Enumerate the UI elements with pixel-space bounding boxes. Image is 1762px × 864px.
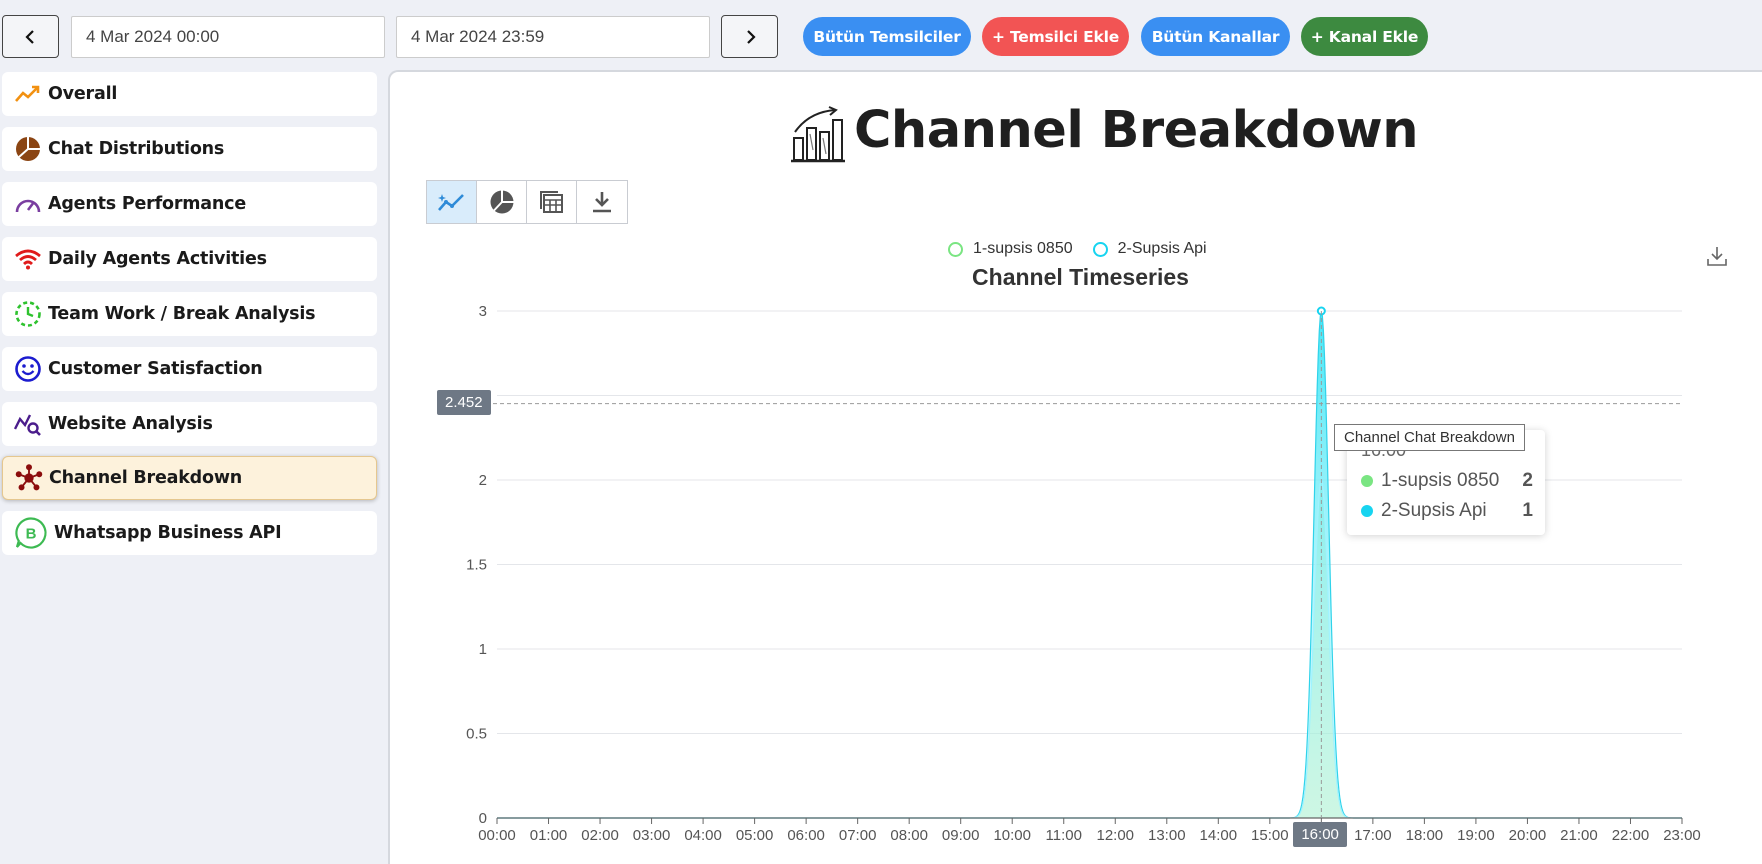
sidebar-item-daily-agents-activities[interactable]: Daily Agents Activities [2, 237, 377, 281]
sidebar-item-team-work-break-analysis[interactable]: Team Work / Break Analysis [2, 292, 377, 336]
sidebar-item-label: Customer Satisfaction [48, 359, 263, 379]
network-icon [15, 464, 43, 492]
line-chart-view-button[interactable] [427, 181, 477, 223]
sidebar-item-label: Agents Performance [48, 194, 247, 214]
whatsapp-business-icon: B [14, 517, 48, 549]
crosshair-y-label: 2.452 [437, 389, 491, 415]
sidebar-item-label: Chat Distributions [48, 139, 225, 159]
sidebar-item-agents-performance[interactable]: Agents Performance [2, 182, 377, 226]
all-agents-button[interactable]: Bütün Temsilciler [803, 17, 971, 56]
tooltip-series-name: 2-Supsis Api [1381, 500, 1487, 521]
sidebar-item-overall[interactable]: Overall [2, 72, 377, 116]
chevron-left-icon [24, 29, 34, 44]
tooltip-row: 2-Supsis Api 1 [1361, 500, 1533, 522]
pie-icon [14, 135, 42, 163]
tooltip-marker [1361, 475, 1373, 487]
add-agent-button[interactable]: + Temsilci Ekle [982, 17, 1129, 56]
crosshair-x-label: 16:00 [1293, 822, 1347, 847]
chart-search-icon [14, 410, 42, 438]
download-icon [593, 192, 611, 213]
legend-label: 1-supsis 0850 [973, 240, 1073, 257]
tooltip-marker [1361, 505, 1373, 517]
sidebar-item-chat-distributions[interactable]: Chat Distributions [2, 127, 377, 171]
sidebar-item-label: Overall [48, 84, 118, 104]
timer-icon [14, 300, 42, 328]
chart-title: Channel Timeseries [972, 264, 1189, 290]
tooltip-series-value: 1 [1522, 500, 1533, 521]
trend-up-icon [14, 80, 42, 108]
bar-chart-sketch-icon [789, 106, 847, 169]
all-channels-button[interactable]: Bütün Kanallar [1141, 17, 1290, 56]
start-date-input[interactable] [71, 16, 385, 58]
speedometer-icon [14, 190, 42, 218]
sidebar-item-label: Daily Agents Activities [48, 249, 267, 269]
wifi-icon [14, 245, 42, 273]
chart-toolbar [426, 180, 628, 224]
chart-download-icon[interactable] [1706, 245, 1728, 272]
tooltip-row: 1-supsis 0850 2 [1361, 470, 1533, 492]
table-view-button[interactable] [527, 181, 577, 223]
sparkle-line-icon [437, 194, 464, 211]
tooltip-series-name: 1-supsis 0850 [1381, 470, 1500, 491]
sidebar-item-channel-breakdown[interactable]: Channel Breakdown [2, 456, 377, 500]
tooltip-title-tag: Channel Chat Breakdown [1334, 424, 1525, 451]
sidebar-item-customer-satisfaction[interactable]: Customer Satisfaction [2, 347, 377, 391]
chart-legend: 1-supsis 0850 2-Supsis Api [948, 240, 1227, 258]
end-date-input[interactable] [396, 16, 710, 58]
next-date-button[interactable] [721, 15, 778, 58]
sidebar-item-website-analysis[interactable]: Website Analysis [2, 402, 377, 446]
sidebar-item-label: Channel Breakdown [49, 468, 243, 488]
pie-chart-icon [490, 190, 513, 214]
tooltip-series-value: 2 [1522, 470, 1533, 491]
legend-label: 2-Supsis Api [1117, 240, 1207, 257]
download-button[interactable] [577, 181, 627, 223]
prev-date-button[interactable] [2, 15, 59, 58]
legend-marker [1092, 241, 1108, 257]
sidebar-item-label: Website Analysis [48, 414, 213, 434]
svg-text:B: B [26, 526, 37, 543]
chevron-right-icon [746, 29, 756, 44]
table-icon [539, 191, 563, 213]
sidebar-item-label: Whatsapp Business API [54, 523, 282, 543]
legend-item-series-2[interactable]: 2-Supsis Api [1092, 240, 1207, 258]
sidebar-item-label: Team Work / Break Analysis [48, 304, 316, 324]
pie-chart-view-button[interactable] [477, 181, 527, 223]
add-channel-button[interactable]: + Kanal Ekle [1301, 17, 1428, 56]
sidebar-item-whatsapp-business-api[interactable]: B Whatsapp Business API [2, 511, 377, 555]
page-title: Channel Breakdown [854, 101, 1419, 160]
smile-icon [14, 355, 42, 383]
legend-item-series-1[interactable]: 1-supsis 0850 [948, 240, 1073, 258]
legend-marker [948, 241, 963, 257]
